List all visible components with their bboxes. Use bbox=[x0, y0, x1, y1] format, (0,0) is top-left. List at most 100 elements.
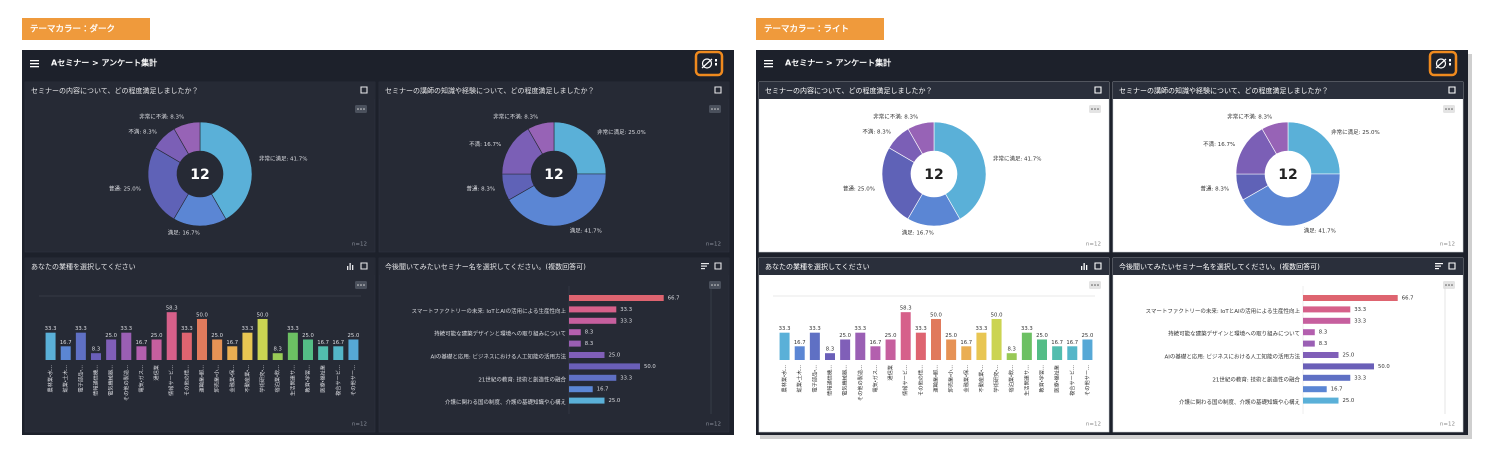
fullscreen-icon[interactable] bbox=[1449, 59, 1451, 62]
card-header bbox=[25, 82, 375, 99]
bar-value-label: 50.0 bbox=[1378, 364, 1390, 370]
expand-icon[interactable] bbox=[1098, 90, 1102, 94]
expand-icon[interactable] bbox=[1452, 86, 1456, 90]
bar-value-label: 16.7 bbox=[1051, 340, 1063, 346]
menu-icon[interactable] bbox=[764, 60, 773, 62]
bar bbox=[1303, 397, 1339, 404]
x-tick-label: 医療・福祉業 bbox=[1053, 365, 1061, 393]
sample-size: n=12 bbox=[352, 422, 367, 428]
expand-icon[interactable] bbox=[360, 86, 364, 90]
x-tick-label: 教育・学習... bbox=[304, 365, 312, 393]
theme-toggle-icon[interactable] bbox=[1435, 58, 1447, 69]
app-title: Aセミナー > アンケート集計 bbox=[51, 58, 157, 68]
expand-icon[interactable] bbox=[718, 86, 722, 90]
bar bbox=[1303, 306, 1351, 313]
donut-hole bbox=[911, 151, 957, 197]
expand-icon[interactable] bbox=[364, 86, 368, 90]
sort-icon[interactable] bbox=[701, 265, 707, 267]
sort-icon[interactable] bbox=[701, 268, 705, 270]
bar-value-label: 33.3 bbox=[854, 326, 866, 332]
menu-dot bbox=[1445, 108, 1447, 110]
card-title: セミナーの内容について、どの程度満足しましたか？ bbox=[765, 86, 932, 95]
menu-icon[interactable] bbox=[30, 66, 39, 68]
expand-icon[interactable] bbox=[714, 90, 718, 94]
expand-icon[interactable] bbox=[1452, 262, 1456, 266]
expand-icon[interactable] bbox=[364, 262, 368, 266]
expand-icon[interactable] bbox=[364, 266, 368, 270]
menu-dot bbox=[717, 284, 719, 286]
sample-size: n=12 bbox=[1086, 422, 1101, 428]
expand-icon[interactable] bbox=[1094, 262, 1098, 266]
expand-icon[interactable] bbox=[1098, 266, 1102, 270]
bar bbox=[931, 318, 941, 360]
sort-icon[interactable] bbox=[1435, 268, 1439, 270]
theme-toggle-icon[interactable] bbox=[701, 58, 713, 69]
expand-icon[interactable] bbox=[1448, 90, 1452, 94]
sort-icon[interactable] bbox=[701, 263, 709, 265]
chart-type-icon[interactable] bbox=[1083, 263, 1085, 270]
expand-icon[interactable] bbox=[360, 262, 364, 266]
bar bbox=[151, 339, 162, 360]
bar-value-label: 25.0 bbox=[151, 333, 163, 339]
expand-icon[interactable] bbox=[718, 262, 722, 266]
expand-icon[interactable] bbox=[1448, 266, 1452, 270]
fullscreen-icon[interactable] bbox=[1449, 63, 1451, 66]
card-header bbox=[759, 258, 1109, 275]
expand-icon[interactable] bbox=[364, 90, 368, 94]
card-header bbox=[379, 258, 729, 275]
fullscreen-icon[interactable] bbox=[715, 63, 717, 66]
expand-icon[interactable] bbox=[1452, 266, 1456, 270]
chart-type-icon[interactable] bbox=[347, 266, 349, 270]
x-tick-label: その他サー... bbox=[349, 365, 357, 396]
bar-value-label: 25.0 bbox=[609, 398, 621, 404]
expand-icon[interactable] bbox=[1094, 266, 1098, 270]
card-header bbox=[379, 82, 729, 99]
expand-icon[interactable] bbox=[1448, 262, 1452, 266]
bar bbox=[257, 318, 268, 360]
chart-type-icon[interactable] bbox=[1086, 265, 1088, 270]
expand-icon[interactable] bbox=[1098, 86, 1102, 90]
expand-icon[interactable] bbox=[360, 266, 364, 270]
bar bbox=[569, 397, 605, 404]
x-tick-label: 電気・ガス... bbox=[871, 365, 879, 393]
bar bbox=[242, 332, 253, 360]
chart-type-icon[interactable] bbox=[1081, 266, 1083, 270]
slice-label: 非常に満足: 25.0% bbox=[597, 128, 646, 136]
x-tick-label: 情報サービ... bbox=[901, 365, 909, 396]
expand-icon[interactable] bbox=[714, 86, 718, 90]
bar-value-label: 25.0 bbox=[609, 353, 621, 359]
menu-icon[interactable] bbox=[764, 63, 773, 65]
bar bbox=[1303, 340, 1315, 347]
bar-value-label: 16.7 bbox=[597, 387, 609, 393]
y-tick-label: スマートファクトリーの未来: IoTとAIの活用による生産性向上 bbox=[411, 307, 566, 315]
expand-icon[interactable] bbox=[1094, 86, 1098, 90]
slice-label: 不満: 16.7% bbox=[469, 141, 501, 148]
x-tick-label: 卸売業・小... bbox=[213, 365, 221, 393]
chart-type-icon[interactable] bbox=[352, 265, 354, 270]
menu-icon[interactable] bbox=[30, 60, 39, 62]
menu-icon[interactable] bbox=[30, 63, 39, 65]
expand-icon[interactable] bbox=[1098, 262, 1102, 266]
menu-icon[interactable] bbox=[764, 66, 773, 68]
y-tick-label: AIの基礎と応用: ビジネスにおける人工知能の活用方法 bbox=[1165, 353, 1301, 361]
expand-icon[interactable] bbox=[718, 90, 722, 94]
chart-type-icon[interactable] bbox=[349, 263, 351, 270]
expand-icon[interactable] bbox=[714, 266, 718, 270]
sort-icon[interactable] bbox=[1435, 263, 1443, 265]
expand-icon[interactable] bbox=[360, 90, 364, 94]
expand-icon[interactable] bbox=[714, 262, 718, 266]
sort-icon[interactable] bbox=[1435, 265, 1441, 267]
expand-icon[interactable] bbox=[1452, 90, 1456, 94]
theme-toggle-highlight[interactable] bbox=[694, 50, 724, 77]
bar-value-label: 16.7 bbox=[332, 340, 344, 346]
expand-icon[interactable] bbox=[718, 266, 722, 270]
fullscreen-icon[interactable] bbox=[715, 59, 717, 62]
bar-value-label: 50.0 bbox=[644, 364, 656, 370]
bar-value-label: 16.7 bbox=[960, 340, 972, 346]
expand-icon[interactable] bbox=[1448, 86, 1452, 90]
theme-toggle-highlight[interactable] bbox=[1428, 50, 1458, 77]
bar bbox=[348, 339, 359, 360]
bar-value-label: 8.3 bbox=[1319, 330, 1327, 336]
expand-icon[interactable] bbox=[1094, 90, 1098, 94]
